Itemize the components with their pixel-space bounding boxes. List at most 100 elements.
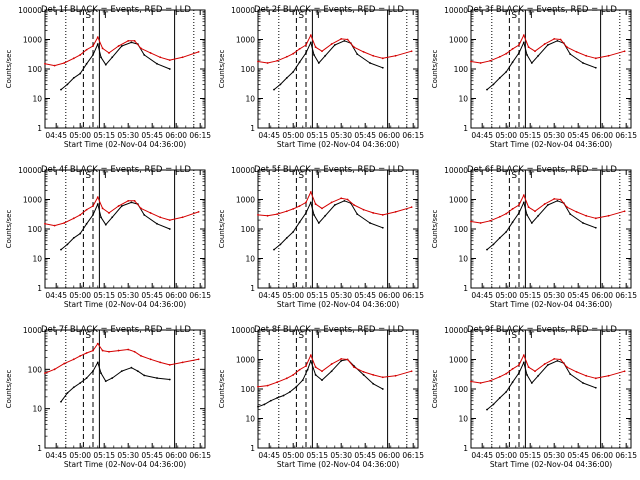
data-point-events — [309, 201, 312, 204]
data-point-events — [120, 370, 123, 373]
data-point-lld — [394, 210, 397, 213]
data-point-events — [317, 62, 320, 64]
data-point-lld — [266, 62, 269, 64]
data-point-events — [305, 212, 307, 214]
data-point-events — [156, 62, 158, 65]
data-point-lld — [346, 38, 349, 41]
x-tick-label: 05:00 — [495, 131, 517, 140]
x-tick-label: 06:00 — [165, 291, 187, 300]
y-tick-label: 10000 — [18, 166, 42, 175]
y-axis-label: Counts/sec — [218, 50, 226, 89]
series-line-events — [60, 201, 170, 250]
data-point-lld — [305, 201, 307, 204]
x-axis-label: Start Time (02-Nov-04 04:36:00) — [277, 460, 399, 469]
data-point-lld — [266, 214, 269, 217]
data-point-lld — [257, 60, 259, 63]
y-axis-label: Counts/sec — [5, 50, 13, 89]
panel-det-4: Det 4f BLACK = Events, RED = LLD11010010… — [5, 165, 211, 309]
y-axis-label: Counts/sec — [431, 50, 439, 89]
data-point-lld — [92, 349, 94, 352]
data-point-events — [569, 213, 572, 215]
data-point-events — [168, 378, 171, 381]
data-point-lld — [197, 50, 200, 53]
data-point-lld — [108, 212, 110, 214]
data-point-lld — [133, 350, 136, 353]
data-point-lld — [518, 44, 520, 46]
data-point-events — [546, 364, 549, 366]
data-point-lld — [543, 363, 546, 365]
x-axis-label: Start Time (02-Nov-04 04:36:00) — [64, 460, 186, 469]
data-point-events — [526, 374, 528, 376]
y-tick-label: 100 — [454, 65, 469, 74]
data-point-lld — [553, 357, 556, 360]
series-line-events — [60, 361, 170, 402]
x-tick-label: 05:00 — [282, 131, 304, 140]
data-point-lld — [321, 207, 323, 210]
data-point-lld — [292, 52, 295, 55]
y-tick-label: 100 — [241, 385, 256, 394]
data-point-lld — [117, 349, 120, 352]
data-point-events — [309, 359, 312, 362]
y-tick-label: 100 — [28, 225, 43, 234]
x-tick-label: 05:30 — [543, 291, 565, 300]
x-tick-label: 05:15 — [519, 451, 541, 460]
data-point-lld — [410, 370, 413, 373]
x-tick-label: 05:15 — [519, 131, 541, 140]
y-tick-label: 1 — [37, 124, 42, 133]
data-point-events — [556, 359, 559, 362]
data-point-events — [66, 243, 69, 246]
data-point-events — [518, 52, 520, 54]
series-line-events — [273, 40, 383, 90]
data-point-events — [305, 52, 307, 54]
x-tick-label: 05:30 — [330, 131, 352, 140]
data-point-events — [92, 214, 94, 216]
data-point-lld — [534, 370, 536, 373]
plot-frame — [257, 329, 419, 449]
x-tick-label: 04:45 — [45, 131, 67, 140]
data-point-events — [486, 88, 488, 91]
panel-det-5: Det 5f BLACK = Events, RED = LLD11010010… — [218, 165, 424, 309]
data-point-events — [104, 223, 107, 226]
x-tick-label: 06:15 — [189, 131, 211, 140]
x-tick-label: 05:45 — [141, 451, 163, 460]
data-point-lld — [314, 203, 317, 205]
panel-det-2: Det 2f BLACK = Events, RED = LLD11010010… — [218, 5, 424, 149]
data-point-events — [582, 62, 584, 64]
plot-frame — [257, 169, 419, 289]
data-point-lld — [534, 210, 536, 213]
data-point-events — [582, 382, 584, 384]
data-point-lld — [381, 376, 384, 379]
series-line-events — [486, 200, 596, 250]
data-point-events — [518, 372, 520, 374]
data-point-events — [269, 399, 272, 402]
data-point-lld — [285, 377, 288, 380]
annotation-s: S — [298, 331, 304, 341]
x-tick-label: 06:00 — [378, 291, 400, 300]
data-point-lld — [149, 52, 152, 54]
y-tick-label: 1 — [463, 444, 468, 453]
data-point-lld — [575, 370, 578, 373]
data-point-events — [569, 373, 572, 375]
data-point-events — [143, 54, 146, 56]
data-point-events — [130, 201, 133, 204]
y-tick-label: 10000 — [231, 326, 255, 335]
x-tick-label: 06:15 — [402, 451, 424, 460]
data-point-lld — [149, 212, 152, 214]
x-tick-label: 05:15 — [519, 291, 541, 300]
data-point-lld — [330, 363, 333, 365]
data-point-lld — [159, 216, 162, 219]
data-point-lld — [101, 47, 104, 50]
data-point-events — [369, 222, 371, 224]
data-point-lld — [470, 220, 472, 223]
data-point-events — [263, 403, 266, 406]
x-tick-label: 05:00 — [495, 451, 517, 460]
data-point-lld — [266, 384, 269, 387]
data-point-events — [72, 236, 75, 239]
y-tick-label: 1 — [37, 444, 42, 453]
data-point-events — [143, 214, 146, 216]
data-point-events — [330, 370, 333, 373]
data-point-lld — [479, 222, 482, 224]
annotation-s: S — [511, 171, 517, 181]
data-point-lld — [92, 205, 94, 207]
data-point-events — [486, 248, 488, 251]
